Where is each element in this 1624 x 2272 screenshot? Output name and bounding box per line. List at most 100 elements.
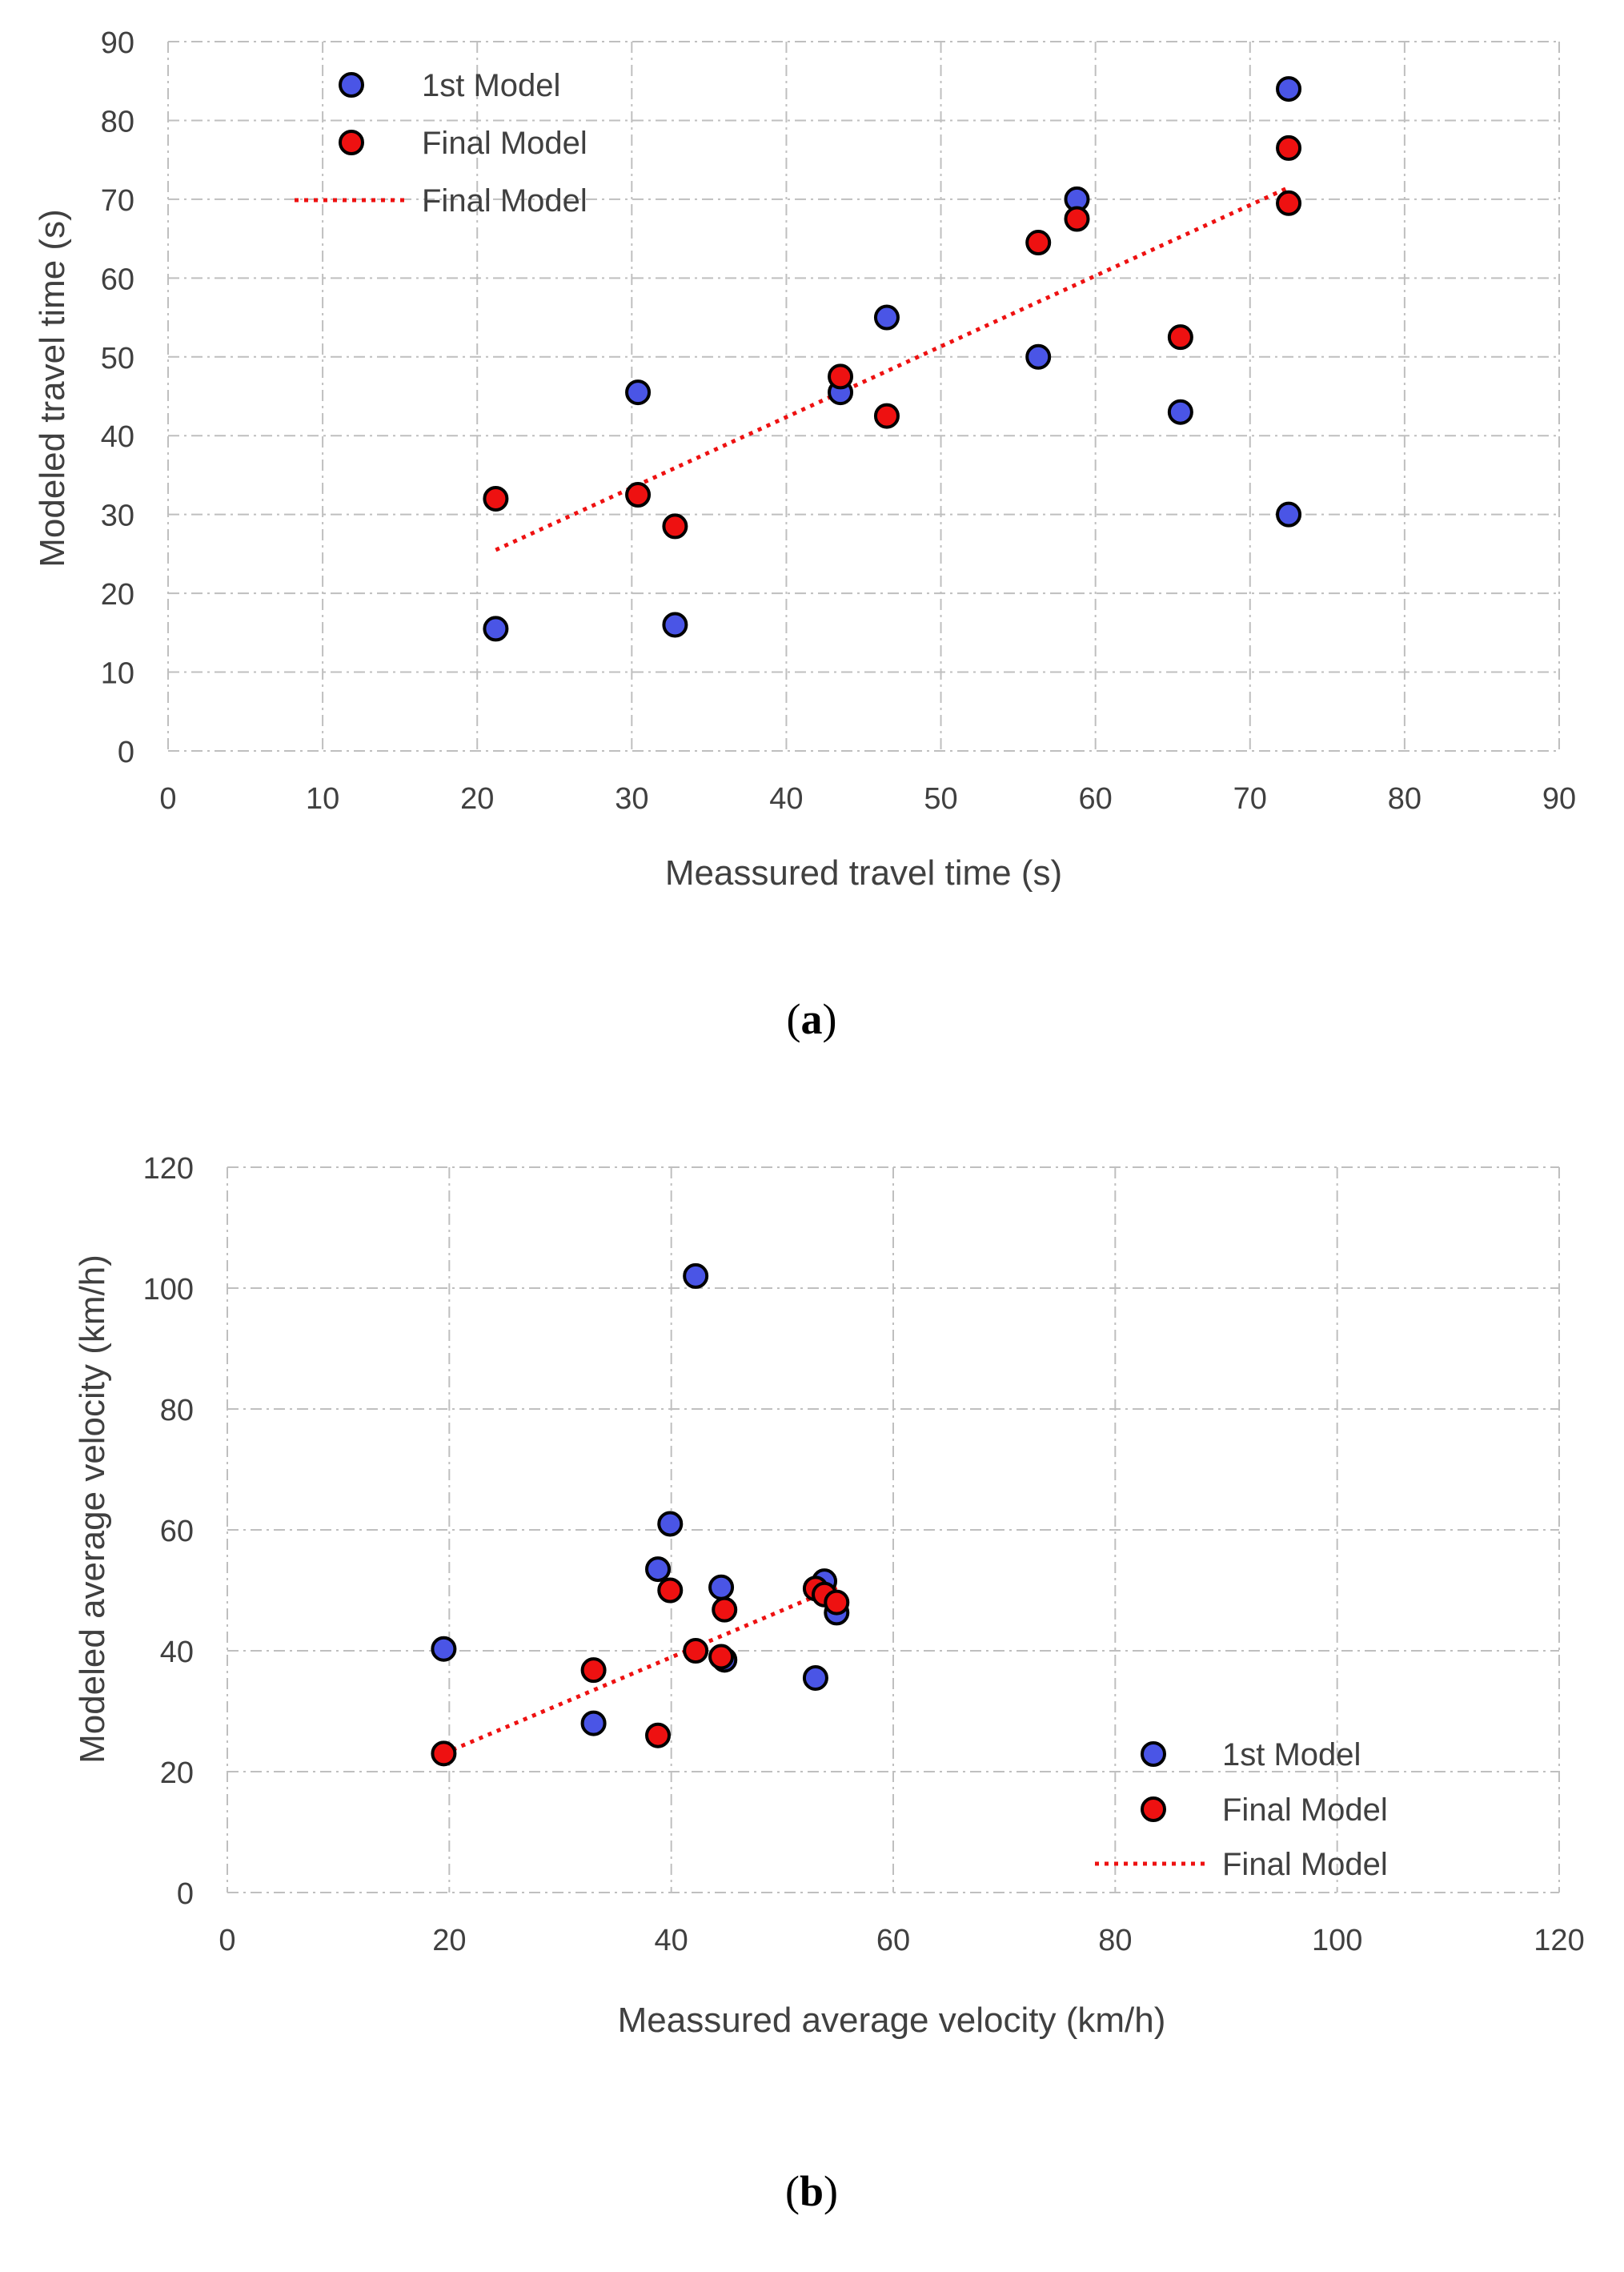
chart-a-y-tick-label: 60 bbox=[101, 263, 134, 296]
chart-a-y-tick-label: 70 bbox=[101, 184, 134, 218]
chart-a-legend-item-1st-model: 1st Model bbox=[339, 68, 560, 103]
chart-a-y-tick-label: 10 bbox=[101, 657, 134, 691]
chart-b-point-1st-model bbox=[657, 1511, 684, 1537]
chart-a-y-tick-label: 80 bbox=[101, 105, 134, 138]
chart-a-point-final-model bbox=[1167, 324, 1193, 351]
chart-b-caption: (b) bbox=[785, 2167, 838, 2215]
chart-a-x-tick-label: 30 bbox=[615, 782, 648, 816]
chart-a-legend-item-final-model-trend: Final Model bbox=[295, 183, 587, 219]
chart-b-y-tick-labels: 0 20 40 60 80 100 120 bbox=[143, 1152, 194, 1911]
chart-a-point-1st-model bbox=[483, 616, 509, 642]
chart-a-point-final-model bbox=[662, 513, 688, 540]
chart-b-point-1st-model bbox=[802, 1664, 828, 1691]
chart-b-point-final-model bbox=[683, 1638, 709, 1664]
chart-b-y-tick-label: 40 bbox=[160, 1636, 194, 1669]
chart-a-x-tick-label: 70 bbox=[1233, 782, 1267, 816]
chart-a-grid bbox=[167, 41, 1560, 752]
chart-b-grid bbox=[227, 1166, 1560, 1893]
chart-b-y-axis-title: Modeled average velocity (km/h) bbox=[73, 1254, 112, 1764]
chart-a-y-tick-label: 20 bbox=[101, 578, 134, 612]
chart-b-point-final-model bbox=[580, 1657, 607, 1684]
chart-b-legend-item-final-model-trend: Final Model bbox=[1095, 1847, 1388, 1882]
chart-b-legend-item-1st-model: 1st Model bbox=[1141, 1737, 1361, 1772]
chart-a-x-tick-label: 10 bbox=[306, 782, 339, 816]
chart-b-x-tick-labels: 0 20 40 60 80 100 120 bbox=[219, 1924, 1584, 1957]
chart-a-legend-label-final-model: Final Model bbox=[422, 126, 587, 161]
chart-b-x-axis-title: Meassured average velocity (km/h) bbox=[618, 2001, 1166, 2040]
chart-b-markers bbox=[431, 1262, 850, 1767]
chart-a-point-final-model bbox=[1025, 230, 1052, 256]
chart-b-legend-marker-1st-model bbox=[1141, 1741, 1166, 1767]
chart-a-y-tick-labels: 0 10 20 30 40 50 60 70 80 90 bbox=[101, 26, 134, 769]
chart-a-y-axis-title: Modeled travel time (s) bbox=[33, 209, 72, 567]
chart-b-point-1st-model bbox=[645, 1556, 672, 1583]
chart-a-point-final-model bbox=[1276, 190, 1302, 216]
chart-a-x-tick-label: 20 bbox=[460, 782, 494, 816]
chart-b-y-tick-label: 60 bbox=[160, 1515, 194, 1548]
chart-b-point-final-model bbox=[645, 1722, 672, 1748]
chart-a-caption: (a) bbox=[787, 995, 837, 1043]
chart-a-point-1st-model bbox=[625, 379, 652, 406]
chart-b-x-tick-label: 120 bbox=[1534, 1924, 1584, 1957]
chart-a-markers bbox=[483, 76, 1302, 642]
chart-b-trendline-final-model bbox=[443, 1585, 838, 1756]
chart-a-point-final-model bbox=[1064, 206, 1090, 232]
chart-a-point-1st-model bbox=[1276, 76, 1302, 102]
chart-b-x-tick-label: 20 bbox=[432, 1924, 466, 1957]
chart-b-y-tick-label: 100 bbox=[143, 1273, 194, 1307]
chart-a-x-tick-label: 40 bbox=[769, 782, 803, 816]
chart-a-x-tick-labels: 0 10 20 30 40 50 60 70 80 90 bbox=[159, 782, 1576, 816]
chart-b-y-tick-label: 20 bbox=[160, 1756, 194, 1790]
chart-b-point-final-model bbox=[712, 1596, 738, 1623]
chart-b-trendlines bbox=[443, 1585, 838, 1756]
chart-a-y-tick-label: 0 bbox=[118, 736, 134, 769]
chart-a-legend: 1st Model Final Model Final Model bbox=[295, 68, 587, 219]
chart-a-point-final-model bbox=[828, 363, 854, 390]
chart-a-x-axis-title: Meassured travel time (s) bbox=[665, 853, 1062, 893]
chart-a-legend-label-1st-model: 1st Model bbox=[422, 68, 560, 103]
chart-b-point-final-model bbox=[708, 1644, 735, 1670]
chart-a-legend-marker-1st-model bbox=[339, 72, 364, 98]
chart-b-x-tick-label: 60 bbox=[876, 1924, 910, 1957]
chart-a-x-tick-label: 90 bbox=[1542, 782, 1576, 816]
chart-b-x-tick-label: 100 bbox=[1312, 1924, 1362, 1957]
chart-b-point-1st-model bbox=[683, 1262, 709, 1289]
chart-b-x-tick-label: 80 bbox=[1098, 1924, 1132, 1957]
chart-b-point-1st-model bbox=[708, 1574, 735, 1600]
chart-a-y-tick-label: 90 bbox=[101, 26, 134, 60]
chart-a-trendlines bbox=[495, 185, 1290, 552]
chart-b-x-tick-label: 40 bbox=[655, 1924, 688, 1957]
chart-b-legend-label-final-model: Final Model bbox=[1222, 1792, 1388, 1828]
chart-b-legend-label-1st-model: 1st Model bbox=[1222, 1737, 1361, 1772]
chart-a-y-tick-label: 50 bbox=[101, 342, 134, 375]
chart-b-x-tick-label: 0 bbox=[219, 1924, 235, 1957]
chart-a-point-final-model bbox=[483, 485, 509, 512]
chart-b-legend-item-final-model: Final Model bbox=[1141, 1792, 1388, 1828]
chart-b-average-velocity: 0 20 40 60 80 100 120 0 20 40 60 80 100 120 Meassure… bbox=[73, 1152, 1585, 2215]
chart-a-point-final-model bbox=[625, 482, 652, 508]
chart-a-point-1st-model bbox=[1276, 501, 1302, 528]
chart-a-point-1st-model bbox=[873, 304, 900, 331]
chart-a-legend-item-final-model: Final Model bbox=[339, 126, 587, 161]
chart-b-legend: 1st Model Final Model Final Model bbox=[1095, 1737, 1388, 1882]
chart-b-point-1st-model bbox=[431, 1636, 457, 1662]
chart-a-point-final-model bbox=[873, 403, 900, 429]
chart-a-travel-time: 0 10 20 30 40 50 60 70 80 90 0102030405060708090 … bbox=[33, 26, 1576, 1043]
chart-b-legend-label-final-model-trend: Final Model bbox=[1222, 1847, 1388, 1882]
chart-a-point-1st-model bbox=[662, 612, 688, 638]
chart-b-y-tick-label: 120 bbox=[143, 1152, 194, 1186]
chart-a-point-1st-model bbox=[1025, 343, 1052, 370]
chart-a-x-tick-label: 50 bbox=[924, 782, 957, 816]
chart-b-legend-marker-final-model bbox=[1141, 1796, 1166, 1822]
chart-a-point-1st-model bbox=[1167, 399, 1193, 425]
chart-b-y-tick-label: 0 bbox=[177, 1877, 194, 1911]
chart-a-x-tick-label: 0 bbox=[159, 782, 176, 816]
chart-a-legend-marker-final-model bbox=[339, 130, 364, 155]
chart-b-y-tick-label: 80 bbox=[160, 1394, 194, 1427]
chart-a-y-tick-label: 40 bbox=[101, 420, 134, 454]
chart-b-point-final-model bbox=[431, 1740, 457, 1767]
chart-a-x-tick-label: 80 bbox=[1388, 782, 1422, 816]
chart-a-x-tick-label: 60 bbox=[1079, 782, 1113, 816]
chart-b-point-final-model bbox=[824, 1589, 850, 1616]
